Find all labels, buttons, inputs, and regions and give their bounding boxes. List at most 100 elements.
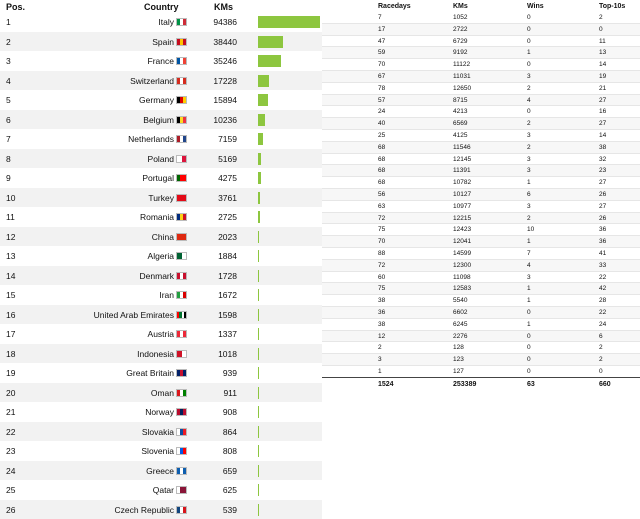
header-kms[interactable]: KMs: [453, 3, 468, 10]
row-country[interactable]: Netherlands: [128, 134, 174, 144]
header-racedays[interactable]: Racedays: [378, 3, 411, 10]
km-bar: [258, 289, 259, 301]
row-country[interactable]: Germany: [139, 95, 174, 105]
cell-top10: 21: [599, 85, 606, 92]
row-country[interactable]: Romania: [140, 212, 174, 222]
cell-wins: 3: [527, 132, 531, 139]
row-country[interactable]: Iran: [159, 290, 174, 300]
row-country[interactable]: Slovakia: [142, 427, 174, 437]
row-country[interactable]: Qatar: [153, 485, 174, 495]
country-flag-icon: [176, 174, 187, 182]
row-country[interactable]: Italy: [158, 17, 174, 27]
row-country[interactable]: Oman: [151, 388, 174, 398]
row-country[interactable]: Poland: [148, 154, 174, 164]
cell-racedays: 25: [378, 132, 385, 139]
row-country[interactable]: Czech Republic: [114, 505, 174, 515]
header-wins[interactable]: Wins: [527, 3, 544, 10]
row-country[interactable]: China: [152, 232, 174, 242]
header-kms-left[interactable]: KMs: [214, 2, 233, 12]
row-country[interactable]: Switzerland: [130, 76, 174, 86]
row-country[interactable]: Austria: [148, 329, 174, 339]
header-pos[interactable]: Pos.: [6, 2, 25, 12]
row-country[interactable]: United Arab Emirates: [94, 310, 174, 320]
country-flag-icon: [176, 155, 187, 163]
row-position: 18: [6, 349, 15, 359]
row-country[interactable]: Great Britain: [126, 368, 174, 378]
row-country[interactable]: Slovenia: [141, 446, 174, 456]
row-country[interactable]: France: [148, 56, 174, 66]
header-country[interactable]: Country: [144, 2, 179, 12]
row-kms: 38440: [197, 37, 237, 47]
row-position: 21: [6, 407, 15, 417]
row-country[interactable]: Portugal: [142, 173, 174, 183]
row-country[interactable]: Greece: [146, 466, 174, 476]
row-country[interactable]: Turkey: [148, 193, 174, 203]
row-country[interactable]: Belgium: [143, 115, 174, 125]
row-country[interactable]: Algeria: [148, 251, 174, 261]
row-country[interactable]: Norway: [145, 407, 174, 417]
row-country[interactable]: Indonesia: [137, 349, 174, 359]
km-bar: [258, 172, 261, 184]
header-top10[interactable]: Top-10s: [599, 3, 625, 10]
cell-kms: 12583: [453, 285, 471, 292]
row-country[interactable]: Spain: [152, 37, 174, 47]
row-country[interactable]: Denmark: [140, 271, 174, 281]
